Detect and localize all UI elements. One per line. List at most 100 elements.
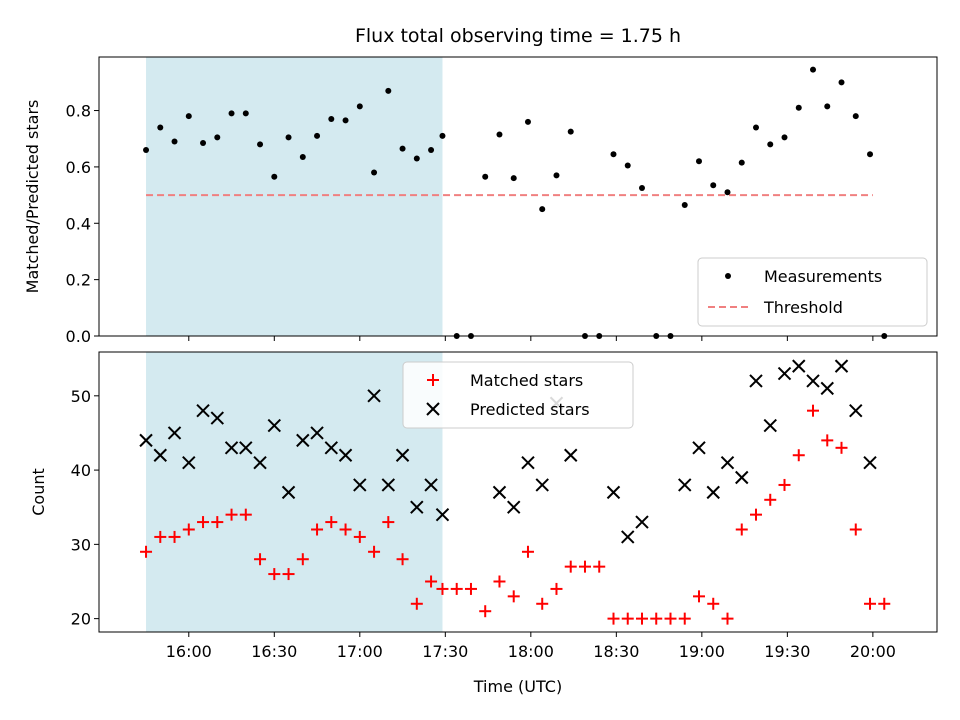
matched-star-point xyxy=(225,508,238,521)
matched-star-point xyxy=(507,590,520,603)
matched-star-point xyxy=(707,597,720,610)
predicted-star-point xyxy=(239,441,253,455)
measurement-point xyxy=(638,185,645,192)
measurement-point xyxy=(867,151,874,158)
matched-star-point xyxy=(593,560,606,573)
matched-star-point xyxy=(521,545,534,558)
measurement-point xyxy=(681,201,688,208)
measurement-point xyxy=(228,110,235,117)
measurement-point xyxy=(496,131,503,138)
predicted-star-point xyxy=(253,455,267,470)
matched-star-point xyxy=(607,612,620,625)
top-y-tick-label: 0.0 xyxy=(66,327,91,346)
bottom-y-tick-label: 20 xyxy=(71,610,91,629)
predicted-star-point xyxy=(324,441,339,455)
matched-star-point xyxy=(536,597,549,610)
measurement-point xyxy=(753,124,760,131)
matched-star-point xyxy=(450,582,463,595)
matched-star-point xyxy=(807,404,820,417)
measurement-point xyxy=(413,155,420,162)
measurement-point xyxy=(299,154,306,161)
predicted-star-point xyxy=(792,359,806,373)
predicted-star-point xyxy=(492,485,507,500)
legend-matched-label: Matched stars xyxy=(470,371,583,390)
measurement-point xyxy=(439,132,446,139)
matched-star-point xyxy=(792,449,805,462)
measurement-point xyxy=(738,159,745,166)
predicted-star-point xyxy=(849,403,863,418)
predicted-star-point xyxy=(635,515,649,529)
bottom-x-tick-label: 19:30 xyxy=(764,642,810,661)
predicted-star-point xyxy=(720,455,735,470)
matched-star-point xyxy=(650,612,663,625)
predicted-star-point xyxy=(806,374,820,388)
top-y-tick-label: 0.2 xyxy=(66,271,91,290)
matched-star-point xyxy=(764,493,777,506)
predicted-star-point xyxy=(167,426,182,440)
matched-star-point xyxy=(621,612,634,625)
measurement-point xyxy=(553,172,560,179)
predicted-star-point xyxy=(424,478,438,492)
measurement-point xyxy=(852,113,859,120)
bottom-x-tick-label: 20:00 xyxy=(850,642,896,661)
measurement-point xyxy=(314,132,321,139)
bottom-x-tick-label: 16:00 xyxy=(166,642,212,661)
legend-matched-marker xyxy=(427,374,439,386)
measurement-point xyxy=(214,134,221,141)
predicted-star-point xyxy=(395,448,410,462)
predicted-star-point xyxy=(267,418,282,433)
predicted-star-point xyxy=(777,366,792,381)
measurement-point xyxy=(171,138,178,145)
predicted-star-point xyxy=(367,389,381,403)
top-y-axis-label: Matched/Predicted stars xyxy=(23,100,42,294)
predicted-star-point xyxy=(281,485,296,500)
top-shaded-region xyxy=(146,57,443,336)
bottom-y-axis-label: Count xyxy=(29,468,48,516)
matched-star-point xyxy=(493,575,506,588)
measurement-point xyxy=(510,175,517,182)
matched-star-point xyxy=(578,560,591,573)
predicted-star-point xyxy=(535,478,549,492)
bottom-y-axis: 20 30 40 50 xyxy=(71,387,99,629)
measurement-point xyxy=(824,103,831,110)
measurement-point xyxy=(185,113,192,120)
measurement-point xyxy=(724,189,731,196)
predicted-star-point xyxy=(507,500,521,514)
matched-star-point xyxy=(864,597,877,610)
measurement-point xyxy=(624,162,631,169)
measurement-point xyxy=(695,158,702,165)
predicted-star-point xyxy=(153,448,167,462)
bottom-x-tick-label: 16:30 xyxy=(251,642,297,661)
measurement-panel: 0.0 0.2 0.4 0.6 0.8 Matched/Predicted stars xyxy=(23,56,938,346)
matched-star-point xyxy=(835,441,848,454)
bottom-x-axis-label: Time (UTC) xyxy=(473,677,562,696)
predicted-star-point xyxy=(338,448,353,462)
measurement-point xyxy=(567,128,574,135)
matched-star-point xyxy=(664,612,677,625)
measurement-point xyxy=(356,103,363,110)
matched-star-point xyxy=(353,530,366,543)
measurement-point xyxy=(271,173,278,180)
matched-star-point xyxy=(678,612,691,625)
measurement-point xyxy=(795,104,802,111)
matched-star-point xyxy=(296,553,309,566)
predicted-star-point xyxy=(678,478,692,492)
predicted-star-point xyxy=(196,403,210,418)
predicted-star-point xyxy=(735,470,749,485)
predicted-star-point xyxy=(749,374,763,388)
bottom-y-tick-label: 50 xyxy=(71,387,91,406)
predicted-star-point xyxy=(621,530,635,544)
measurement-point xyxy=(385,87,392,94)
measurement-point xyxy=(710,182,717,189)
matched-star-point xyxy=(368,545,381,558)
matched-star-point xyxy=(464,582,477,595)
predicted-star-point xyxy=(763,418,777,433)
matched-star-point xyxy=(239,508,252,521)
predicted-star-point xyxy=(296,433,310,448)
measurement-point xyxy=(810,66,817,73)
matched-star-point xyxy=(382,516,395,529)
bottom-y-tick-label: 40 xyxy=(71,461,91,480)
measurement-point xyxy=(328,116,335,122)
measurement-point xyxy=(428,147,435,153)
